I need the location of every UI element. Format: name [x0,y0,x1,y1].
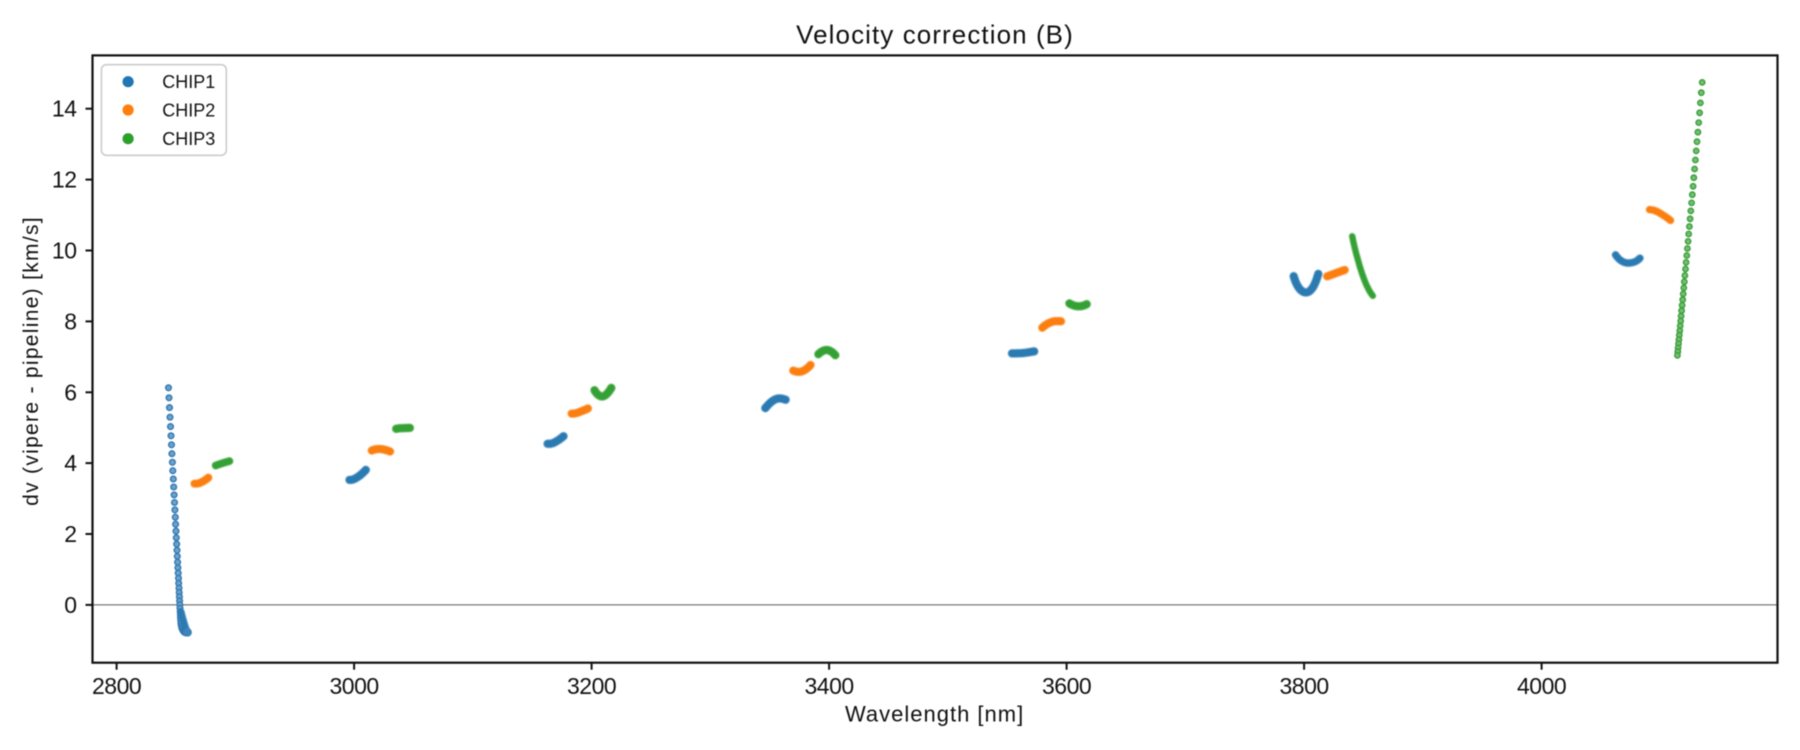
svg-text:6: 6 [64,379,76,405]
svg-text:3800: 3800 [1280,673,1329,699]
svg-text:2800: 2800 [92,673,141,699]
svg-text:Velocity correction (B): Velocity correction (B) [796,20,1074,50]
svg-text:3600: 3600 [1042,673,1091,699]
svg-text:12: 12 [52,167,77,193]
svg-text:CHIP2: CHIP2 [162,101,215,121]
svg-text:3400: 3400 [805,673,854,699]
svg-text:10: 10 [52,238,77,264]
svg-text:0: 0 [64,592,76,618]
svg-text:3000: 3000 [330,673,379,699]
svg-text:CHIP1: CHIP1 [162,72,215,92]
svg-text:4000: 4000 [1517,673,1566,699]
svg-text:14: 14 [52,96,77,122]
svg-text:3200: 3200 [567,673,616,699]
svg-text:4: 4 [64,450,77,476]
svg-text:8: 8 [64,308,76,334]
svg-text:Wavelength [nm]: Wavelength [nm] [845,701,1024,726]
svg-text:dv (vipere - pipeline) [km/s]: dv (vipere - pipeline) [km/s] [20,216,43,506]
svg-text:2: 2 [64,521,76,547]
svg-text:CHIP3: CHIP3 [162,129,215,149]
